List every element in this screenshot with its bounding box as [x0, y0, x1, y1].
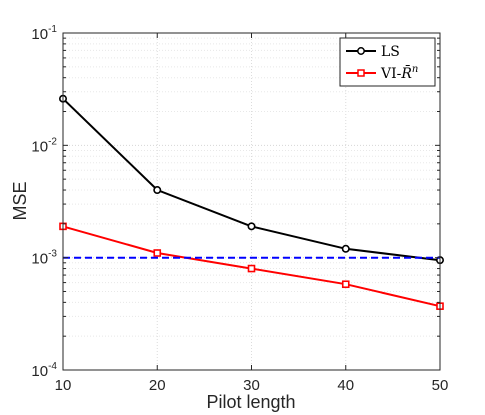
y-tick-base: 10 — [31, 363, 48, 380]
x-tick-label: 30 — [243, 377, 260, 394]
y-tick-exponent: -1 — [48, 24, 57, 35]
y-tick-exponent: -4 — [48, 361, 57, 372]
legend-label-vi-main: VI- — [380, 66, 402, 82]
data-point-1 — [247, 264, 256, 273]
y-tick-exponent: -2 — [48, 136, 57, 147]
legend-label-vi: VI-R̄n — [380, 64, 418, 82]
x-tick-label: 40 — [337, 377, 354, 394]
legend-label-vi-symbol: R̄ — [400, 64, 412, 82]
y-axis-title: MSE — [10, 181, 30, 220]
legend: LS VI-R̄n — [339, 37, 436, 87]
data-point-0 — [341, 244, 350, 253]
y-tick-label: 10-4 — [31, 361, 57, 380]
y-tick-label: 10-1 — [31, 24, 57, 43]
x-axis-title: Pilot length — [206, 392, 295, 412]
y-tick-base: 10 — [31, 251, 48, 268]
x-tick-label: 50 — [432, 377, 449, 394]
data-point-1 — [153, 249, 162, 257]
y-tick-base: 10 — [31, 26, 48, 43]
data-point-0 — [247, 222, 256, 231]
legend-label-ls: LS — [381, 44, 400, 60]
legend-marker-ls — [357, 47, 365, 55]
legend-marker-vi — [357, 69, 365, 77]
data-point-1 — [341, 280, 350, 289]
y-tick-base: 10 — [31, 138, 48, 155]
y-tick-label: 10-3 — [31, 249, 57, 268]
legend-box — [339, 37, 436, 87]
legend-label-vi-sup: n — [412, 64, 418, 75]
y-tick-label: 10-2 — [31, 136, 57, 155]
x-tick-label: 20 — [149, 377, 166, 394]
x-tick-label: 10 — [55, 377, 72, 394]
data-point-0 — [153, 186, 162, 195]
y-tick-exponent: -3 — [48, 249, 57, 260]
